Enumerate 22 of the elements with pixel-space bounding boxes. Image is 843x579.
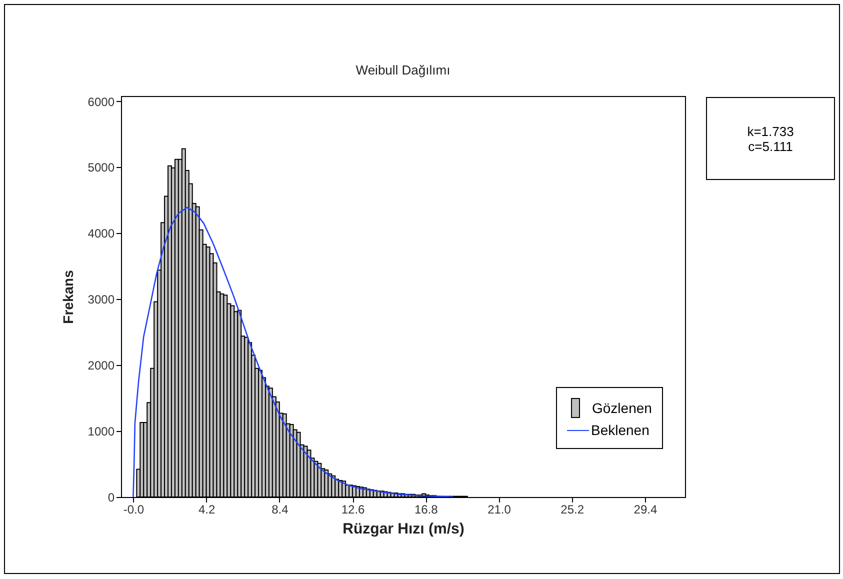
y-tick-label: 4000 [88, 226, 115, 241]
y-axis-title: Frekans [60, 270, 76, 324]
x-tick-label: 4.2 [198, 502, 216, 516]
legend-label: Beklenen [591, 422, 650, 438]
y-tick-label: 5000 [88, 160, 115, 175]
text: c=5.111 [748, 138, 793, 154]
x-tick-label: 16.8 [414, 502, 438, 516]
y-tick-label: 2000 [88, 358, 115, 373]
text: k=1.733 [747, 124, 794, 138]
x-tick-label: 29.4 [634, 502, 658, 516]
x-tick-label: 12.6 [341, 502, 366, 516]
x-tick-label: 25.2 [560, 502, 584, 516]
y-tick-label: 3000 [88, 292, 115, 307]
y-tick-label: 0 [108, 490, 115, 504]
y-tick-label: 1000 [88, 424, 115, 439]
y-tick-label: 6000 [88, 94, 115, 109]
x-tick-label: 21.0 [488, 502, 512, 516]
x-tick-label: -0.0 [123, 502, 144, 516]
x-tick-label: 8.4 [272, 502, 289, 516]
legend-label: Gözlenen [592, 400, 652, 416]
chart-title: Weibull Dağılımı [356, 62, 450, 78]
x-axis-title: Rüzgar Hızı (m/s) [342, 520, 464, 538]
